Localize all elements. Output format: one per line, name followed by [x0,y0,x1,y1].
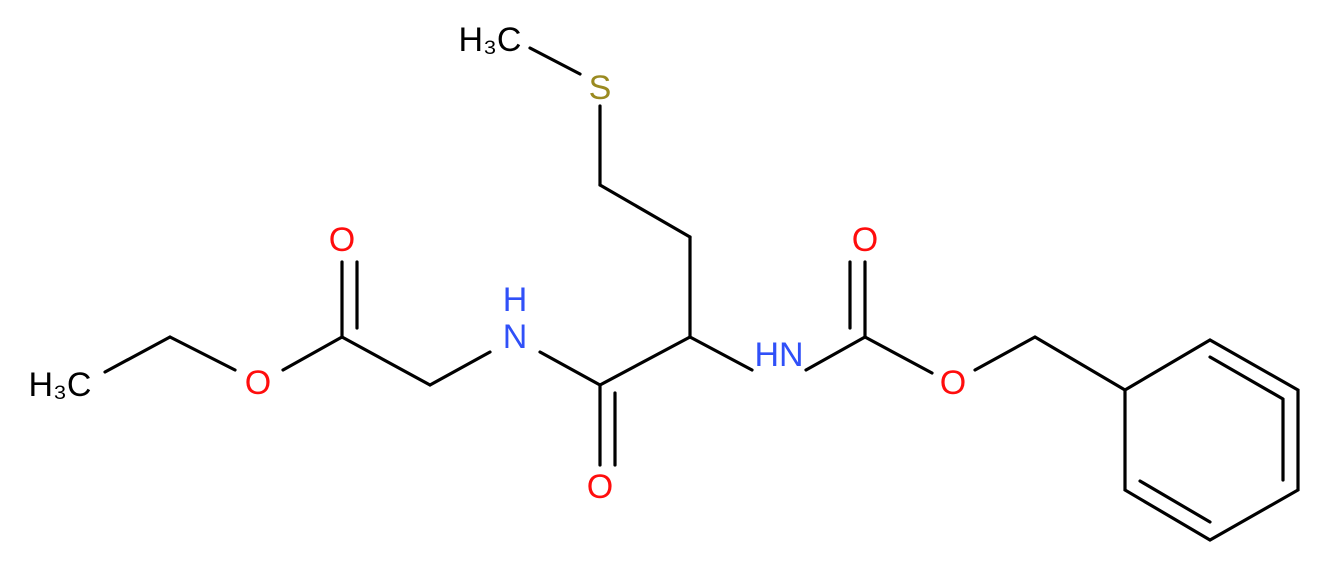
bond [168,335,237,372]
bond [528,46,582,76]
bond [973,335,1037,372]
atom-label: O [852,221,878,259]
bond [598,335,692,387]
atom-label: O [587,468,613,506]
bond [103,335,172,374]
atom-label: H [503,281,528,319]
atom-label: S [589,69,612,107]
bond [1208,355,1285,401]
atom-label: O [245,364,271,402]
bond [1033,335,1127,392]
atom-label: HN [754,336,803,374]
bond [428,350,492,387]
atom-label: O [940,364,966,402]
bond [804,335,867,372]
bond [598,183,692,239]
atom-labels: H₃C S O H N HN O O H₃C O O [29,21,967,506]
bond [1138,479,1212,524]
atom-label: H₃C [459,21,522,59]
benzene-ring [1123,338,1300,542]
bond [863,335,934,375]
bond [340,335,432,387]
bond [538,350,602,387]
bond [688,335,754,372]
bond [281,335,344,372]
atom-label: O [329,221,355,259]
bonds [103,46,1300,542]
atom-label: N [503,318,528,356]
atom-label: H₃C [29,366,92,404]
